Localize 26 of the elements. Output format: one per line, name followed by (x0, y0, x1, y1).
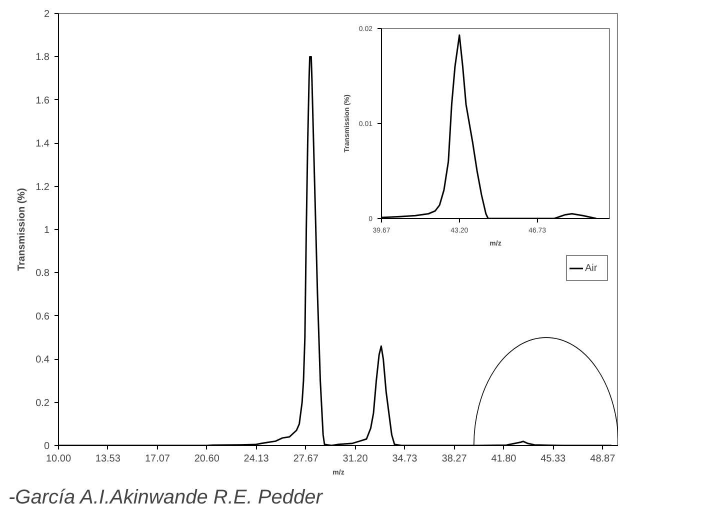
y-tick-label: 0 (44, 441, 50, 452)
y-tick-label: 0.4 (36, 354, 50, 366)
y-tick-label: 0.8 (36, 268, 50, 280)
x-tick-label: 45.33 (540, 454, 566, 464)
y-tick-label: 0.6 (36, 311, 50, 322)
y-tick-label: 1.6 (36, 95, 50, 106)
legend-label: Air (585, 262, 598, 274)
x-tick-label: 27.67 (293, 454, 319, 464)
x-tick-label: 48.87 (590, 454, 616, 464)
x-tick-label: 17.07 (144, 454, 170, 464)
y-tick-label: 1.2 (36, 182, 50, 193)
text: -García A.I.Akinwande R.E. Pedder (8, 486, 324, 508)
y-axis-title: Transmission (%) (16, 188, 28, 271)
x-tick-label: 24.13 (244, 454, 270, 464)
y-tick-label: 2 (44, 9, 50, 20)
x-tick-label: 38.27 (442, 454, 468, 464)
y-tick-label: 0.2 (36, 398, 50, 409)
x-tick-label: 13.53 (95, 454, 121, 464)
x-tick-label: 20.60 (194, 454, 220, 464)
x-tick-label: 31.20 (342, 454, 368, 464)
y-tick-label: 1.8 (36, 52, 50, 64)
x-tick-label: 10.00 (46, 454, 72, 464)
x-tick-label: 41.80 (491, 454, 517, 464)
y-tick-label: 1.4 (36, 138, 50, 150)
x-tick-label: 34.73 (392, 454, 418, 464)
y-tick-label: 1 (44, 225, 50, 236)
